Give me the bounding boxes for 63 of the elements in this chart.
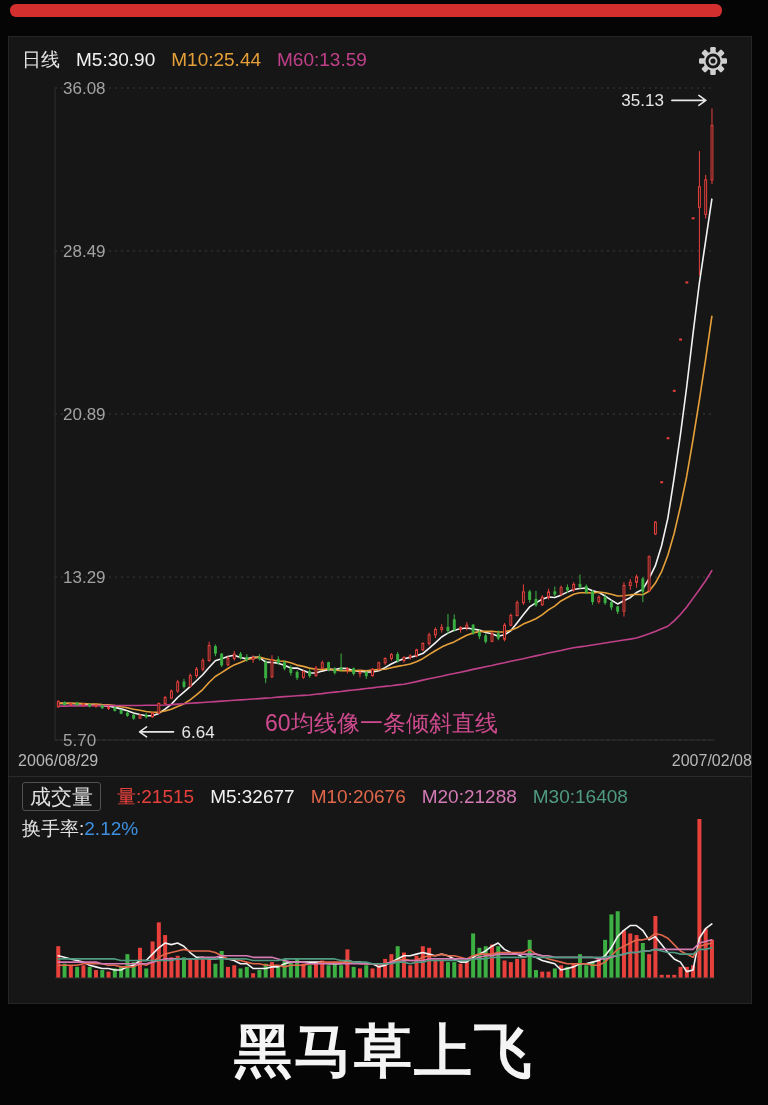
bar: [628, 933, 633, 978]
bar: [640, 943, 645, 978]
bar: [433, 960, 438, 978]
annotation: 35.13: [621, 91, 664, 111]
bar: [521, 958, 526, 978]
bar: [653, 915, 658, 978]
bar: [213, 963, 218, 978]
bar: [326, 965, 331, 978]
bar: [697, 819, 702, 978]
text: M60:13.59: [277, 48, 367, 72]
text: 黑马草上飞: [234, 1017, 534, 1085]
x-tick-label: 2007/02/08: [671, 752, 752, 770]
bar: [332, 963, 337, 978]
bar: [144, 968, 149, 978]
bar: [552, 968, 557, 978]
bar: [464, 962, 469, 978]
bar: [502, 960, 507, 978]
chart-title: 成交量: [30, 785, 93, 808]
y-tick-label: 36.08: [63, 79, 106, 99]
text: M10:20676: [310, 784, 406, 809]
bar: [364, 965, 369, 978]
y-tick-label: 28.49: [63, 241, 106, 261]
text: 量:21515: [117, 784, 195, 809]
candlestick: [660, 481, 664, 484]
bar: [238, 968, 243, 978]
bar: [458, 963, 463, 978]
y-tick-label: 13.29: [63, 568, 106, 588]
y-tick-label: 5.70: [63, 731, 97, 751]
annotation: 60均线像一条倾斜直线: [265, 710, 498, 736]
line-series: [57, 315, 713, 714]
bar: [445, 962, 450, 978]
y-tick-label: 20.89: [63, 405, 106, 425]
bar: [357, 968, 362, 978]
bar: [647, 954, 652, 978]
bar: [307, 965, 312, 978]
bar: [81, 965, 86, 978]
candlestick: [672, 389, 676, 392]
bar: [439, 960, 444, 978]
text: M10:25.44: [171, 48, 262, 72]
text: M20:21288: [421, 784, 517, 809]
legend-title: 日线: [22, 48, 60, 72]
bar: [508, 962, 513, 978]
text: M5:32677: [210, 784, 295, 809]
bar: [584, 965, 589, 978]
text: M30:16408: [532, 784, 628, 809]
candlestick: [685, 281, 689, 284]
text: M5:30.90: [76, 48, 156, 72]
candlestick: [691, 217, 695, 220]
bar: [634, 935, 639, 978]
annotation: 2.12%: [84, 818, 139, 839]
annotation: 换手率:: [22, 818, 85, 839]
bar: [615, 911, 620, 978]
bar: [339, 965, 344, 978]
candlestick: [679, 338, 682, 341]
bar: [709, 939, 714, 978]
bar: [452, 962, 457, 978]
bar: [408, 965, 413, 978]
line-series: [57, 569, 713, 707]
bar: [370, 968, 375, 978]
x-tick-label: 2006/08/29: [18, 752, 99, 770]
bar: [232, 965, 237, 978]
annotation: 6.64: [181, 722, 215, 742]
bar: [515, 958, 520, 978]
